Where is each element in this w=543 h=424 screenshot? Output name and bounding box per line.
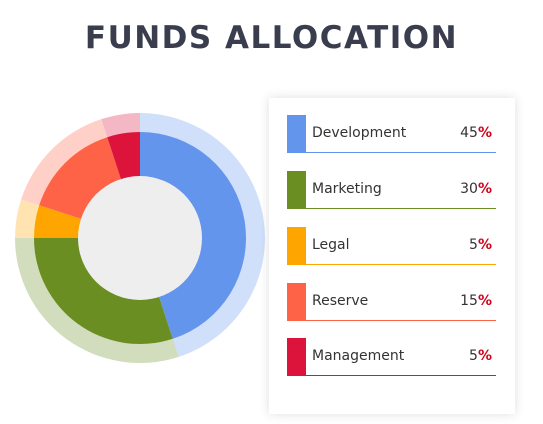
- donut-slice-management: [107, 132, 140, 181]
- legend-percent-sign: %: [477, 348, 492, 364]
- legend-underline: [306, 208, 496, 209]
- legend-row-management: Management 5%: [287, 338, 496, 376]
- donut-halo-marketing: [15, 238, 179, 363]
- chart-title: FUNDS ALLOCATION: [84, 20, 459, 56]
- donut-chart: [15, 113, 265, 363]
- legend-percent-sign: %: [477, 181, 492, 197]
- legend-swatch: [287, 227, 306, 265]
- legend-value: 15: [460, 293, 478, 309]
- legend-row-reserve: Reserve 15%: [287, 283, 496, 321]
- donut-slice-reserve: [39, 137, 122, 220]
- donut-center-hole: [78, 176, 202, 300]
- legend-row-marketing: Marketing 30%: [287, 171, 496, 209]
- legend-label: Reserve: [312, 293, 369, 309]
- legend-underline: [306, 152, 496, 153]
- legend-swatch: [287, 115, 306, 153]
- legend-card: Development 45% Marketing 30% Legal 5% R…: [269, 98, 515, 414]
- legend-value-wrap: 45%: [460, 125, 492, 141]
- legend-value: 30: [460, 181, 478, 197]
- legend-label: Management: [312, 348, 405, 364]
- legend-label: Development: [312, 125, 407, 141]
- legend-value-wrap: 5%: [469, 237, 492, 253]
- legend-percent-sign: %: [477, 293, 492, 309]
- donut-slice-marketing: [34, 238, 173, 344]
- legend-swatch: [287, 338, 306, 376]
- legend-swatch: [287, 171, 306, 209]
- legend-underline: [306, 320, 496, 321]
- legend-value-wrap: 15%: [460, 293, 492, 309]
- legend-underline: [306, 375, 496, 376]
- legend-percent-sign: %: [477, 237, 492, 253]
- legend-value-wrap: 30%: [460, 181, 492, 197]
- legend-row-legal: Legal 5%: [287, 227, 496, 265]
- legend-percent-sign: %: [477, 125, 492, 141]
- donut-halo-development: [140, 113, 265, 357]
- legend-value: 5: [469, 237, 478, 253]
- legend-row-development: Development 45%: [287, 115, 496, 153]
- legend-label: Marketing: [312, 181, 382, 197]
- legend-value: 45: [460, 125, 478, 141]
- donut-slice-legal: [34, 205, 83, 238]
- legend-underline: [306, 264, 496, 265]
- legend-value-wrap: 5%: [469, 348, 492, 364]
- legend-label: Legal: [312, 237, 350, 253]
- legend-swatch: [287, 283, 306, 321]
- legend-value: 5: [469, 348, 478, 364]
